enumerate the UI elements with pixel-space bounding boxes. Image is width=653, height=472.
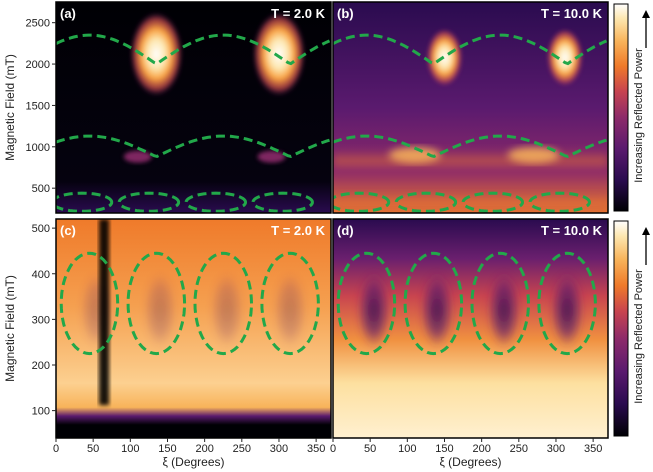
x-tick-label: 50 (364, 443, 376, 455)
panel-label: (b) (337, 6, 354, 21)
x-tick-label: 350 (584, 443, 602, 455)
y-tick-label: 300 (32, 314, 50, 326)
overlay-loop (117, 191, 181, 213)
overlay-curve (333, 33, 608, 66)
dark-lobe (421, 272, 454, 349)
panel-frame (332, 1, 609, 214)
hot-spot (130, 12, 183, 96)
y-tick-label: 200 (32, 360, 50, 372)
y-tick-label: 500 (32, 223, 50, 235)
colorbar (613, 3, 629, 212)
overlay-curves (59, 251, 320, 356)
overlay-loop (537, 251, 597, 356)
overlay-loop (193, 251, 254, 356)
x-tick-label: 250 (233, 443, 251, 455)
colorbar-arrow-head (642, 227, 650, 235)
x-tick-label: 0 (53, 443, 59, 455)
x-tick-label: 200 (472, 443, 490, 455)
x-tick-label: 50 (87, 443, 99, 455)
overlay-curve (333, 134, 607, 158)
panel-label: (c) (60, 223, 76, 238)
overlay-loop (461, 191, 525, 213)
hot-spot (426, 28, 463, 87)
y-tick-label: 2000 (26, 59, 50, 71)
y-axis-label: Magnetic Field (mT) (3, 54, 17, 161)
y-tick-label: 1500 (26, 100, 50, 112)
x-tick-label: 300 (270, 443, 288, 455)
dark-streak (99, 219, 110, 406)
dark-lobe (144, 272, 177, 349)
x-tick-label: 100 (398, 443, 416, 455)
x-tick-label: 150 (435, 443, 453, 455)
x-tick-label: 0 (330, 443, 336, 455)
overlay-loop (260, 251, 320, 356)
colorbar-label: Increasing Reflected Power (633, 269, 645, 404)
overlay-loop (336, 251, 397, 356)
heatmap-panel-d (333, 219, 608, 438)
heatmap-panel-b (333, 2, 608, 213)
overlay-curve (56, 33, 331, 66)
panel-label: (a) (60, 6, 76, 21)
temperature-label: T = 2.0 K (271, 6, 325, 21)
y-tick-label: 100 (32, 406, 50, 418)
overlay-loop (56, 191, 114, 213)
hot-spot (388, 147, 441, 164)
overlay-curve (56, 134, 330, 158)
temperature-label: T = 10.0 K (541, 223, 603, 238)
panel-frame (55, 218, 332, 439)
hot-spot (123, 150, 152, 163)
temperature-label: T = 2.0 K (271, 223, 325, 238)
panel-frame (332, 218, 609, 439)
x-tick-label: 350 (307, 443, 325, 455)
panel-label: (d) (337, 223, 354, 238)
x-tick-label: 100 (121, 443, 139, 455)
overlay-curves (56, 33, 331, 213)
overlay-loop (59, 251, 120, 356)
y-tick-label: 2500 (26, 18, 50, 30)
hot-spot (252, 12, 305, 96)
overlay-loop (394, 191, 458, 213)
x-tick-label: 150 (158, 443, 176, 455)
overlay-loop (528, 191, 591, 213)
overlay-loop (333, 191, 391, 213)
temperature-label: T = 10.0 K (541, 6, 603, 21)
hot-spot (546, 28, 583, 87)
heatmap-panel-a (56, 2, 331, 213)
x-tick-label: 200 (195, 443, 213, 455)
y-tick-label: 500 (32, 183, 50, 195)
y-axis-label: Magnetic Field (mT) (3, 275, 17, 382)
hot-spot (257, 150, 286, 163)
overlay-loop (126, 251, 187, 356)
dark-lobe (210, 272, 243, 349)
x-axis-label: ξ (Degrees) (439, 455, 501, 469)
heatmap-panel-c (56, 219, 331, 438)
colorbar-arrow-head (642, 10, 650, 18)
dark-lobe (487, 272, 520, 349)
warm-band (333, 146, 608, 175)
overlay-loop (251, 191, 314, 213)
y-tick-label: 1000 (26, 142, 50, 154)
y-tick-label: 400 (32, 269, 50, 281)
dark-lobe (274, 272, 307, 349)
colorbar-label: Increasing Reflected Power (633, 48, 645, 183)
dark-lobe (551, 272, 584, 349)
hot-spot (507, 147, 560, 164)
x-tick-label: 250 (510, 443, 528, 455)
x-tick-label: 300 (547, 443, 565, 455)
x-axis-label: ξ (Degrees) (162, 455, 224, 469)
overlay-curves (333, 33, 608, 213)
overlay-loop (470, 251, 531, 356)
dark-lobe (357, 272, 390, 349)
overlay-curves (336, 251, 597, 356)
panel-frame (55, 1, 332, 214)
overlay-loop (403, 251, 464, 356)
colorbar (613, 220, 629, 437)
overlay-loop (184, 191, 248, 213)
